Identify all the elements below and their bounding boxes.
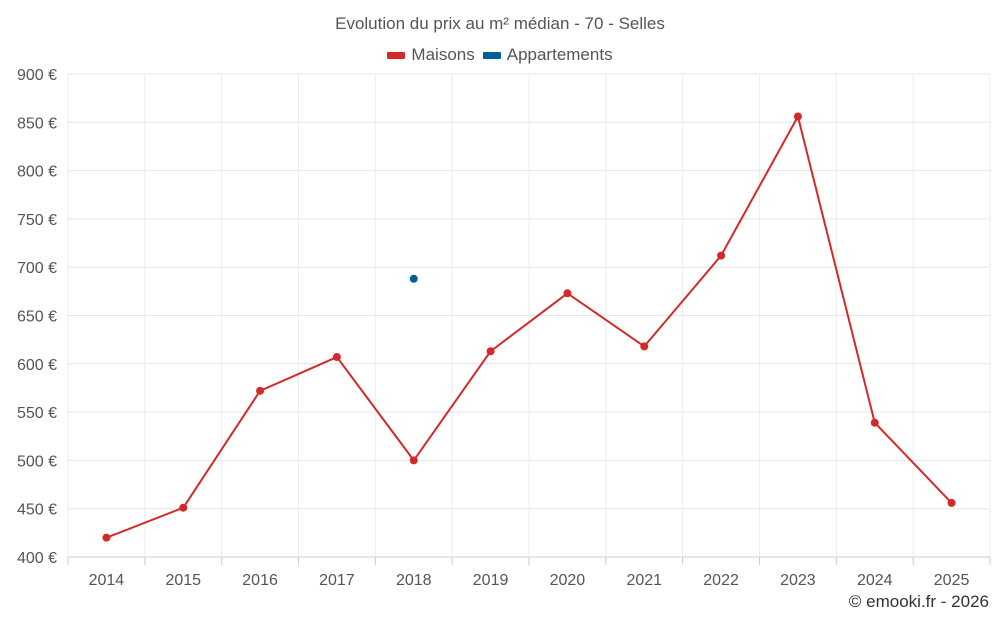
y-tick-label: 700 € xyxy=(17,260,57,277)
data-point-maisons-2023[interactable] xyxy=(793,112,802,121)
data-point-maisons-2019[interactable] xyxy=(486,347,495,356)
data-point-appartements-2018[interactable] xyxy=(409,274,418,283)
data-point-maisons-2020[interactable] xyxy=(563,289,572,298)
data-point-maisons-2017[interactable] xyxy=(332,353,341,362)
x-tick-label: 2019 xyxy=(473,572,509,589)
data-point-maisons-2025[interactable] xyxy=(947,498,956,507)
y-tick-label: 850 € xyxy=(17,115,57,132)
x-tick-label: 2024 xyxy=(857,572,893,589)
data-point-maisons-2021[interactable] xyxy=(640,342,649,351)
legend-label-maisons: Maisons xyxy=(411,45,475,64)
data-point-maisons-2014[interactable] xyxy=(102,533,111,542)
legend-item-appartements[interactable]: Appartements xyxy=(482,45,613,65)
y-tick-label: 550 € xyxy=(17,405,57,422)
x-tick-label: 2016 xyxy=(242,572,278,589)
legend: Maisons Appartements xyxy=(0,45,1000,65)
data-point-maisons-2024[interactable] xyxy=(870,418,879,427)
y-tick-label: 500 € xyxy=(17,453,57,470)
x-tick-label: 2023 xyxy=(780,572,816,589)
x-tick-label: 2020 xyxy=(550,572,586,589)
legend-swatch-maisons xyxy=(387,51,406,59)
x-tick-label: 2018 xyxy=(396,572,432,589)
y-tick-label: 800 € xyxy=(17,164,57,181)
y-tick-label: 650 € xyxy=(17,309,57,326)
data-point-maisons-2015[interactable] xyxy=(179,503,188,512)
x-tick-label: 2014 xyxy=(89,572,125,589)
x-tick-label: 2017 xyxy=(319,572,355,589)
x-tick-label: 2021 xyxy=(626,572,662,589)
y-tick-label: 400 € xyxy=(17,550,57,567)
y-tick-label: 750 € xyxy=(17,212,57,229)
y-tick-label: 450 € xyxy=(17,502,57,519)
data-point-maisons-2018[interactable] xyxy=(409,456,418,465)
legend-swatch-appartements xyxy=(482,51,501,59)
y-tick-label: 900 € xyxy=(17,67,57,84)
data-point-maisons-2016[interactable] xyxy=(256,386,265,395)
data-point-maisons-2022[interactable] xyxy=(717,251,726,260)
x-tick-label: 2015 xyxy=(165,572,201,589)
legend-item-maisons[interactable]: Maisons xyxy=(387,45,475,65)
copyright-text: © emooki.fr - 2026 xyxy=(848,592,989,611)
series-line-maisons xyxy=(106,115,953,539)
x-tick-label: 2025 xyxy=(934,572,970,589)
x-tick-label: 2022 xyxy=(703,572,739,589)
y-tick-label: 600 € xyxy=(17,357,57,374)
legend-label-appartements: Appartements xyxy=(506,45,613,64)
chart-title: Evolution du prix au m² médian - 70 - Se… xyxy=(335,14,665,33)
